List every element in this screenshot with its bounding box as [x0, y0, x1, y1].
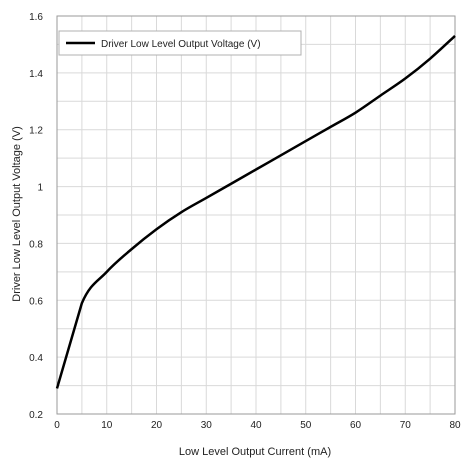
legend: Driver Low Level Output Voltage (V) [58, 30, 302, 56]
y-tick-label: 0.4 [29, 353, 43, 364]
x-tick-label: 10 [101, 420, 113, 431]
series-line [55, 34, 456, 389]
y-tick-label: 1.2 [29, 126, 43, 137]
grid [56, 15, 456, 415]
x-axis-label: Low Level Output Current (mA) [179, 446, 331, 458]
y-axis-ticks: 0.2 0.4 0.6 0.8 1 1.2 1.4 1.6 [29, 12, 43, 421]
y-axis-label: Driver Low Level Output Voltage (V) [11, 126, 23, 301]
series-layer [55, 34, 456, 389]
y-tick-label: 1 [37, 183, 43, 194]
y-tick-label: 0.6 [29, 296, 43, 307]
x-tick-label: 0 [54, 420, 60, 431]
x-tick-label: 60 [350, 420, 362, 431]
x-tick-label: 80 [449, 420, 461, 431]
x-tick-label: 30 [201, 420, 213, 431]
x-tick-label: 20 [151, 420, 163, 431]
plot-frame [56, 15, 456, 415]
y-tick-label: 1.6 [29, 12, 43, 23]
y-tick-label: 1.4 [29, 69, 43, 80]
x-tick-label: 40 [250, 420, 262, 431]
x-tick-label: 50 [300, 420, 312, 431]
legend-box [58, 30, 302, 56]
y-tick-label: 0.8 [29, 239, 43, 250]
x-tick-label: 70 [400, 420, 412, 431]
legend-label: Driver Low Level Output Voltage (V) [101, 39, 261, 50]
x-axis-ticks: 0 10 20 30 40 50 60 70 80 [54, 420, 461, 431]
y-tick-label: 0.2 [29, 410, 43, 421]
